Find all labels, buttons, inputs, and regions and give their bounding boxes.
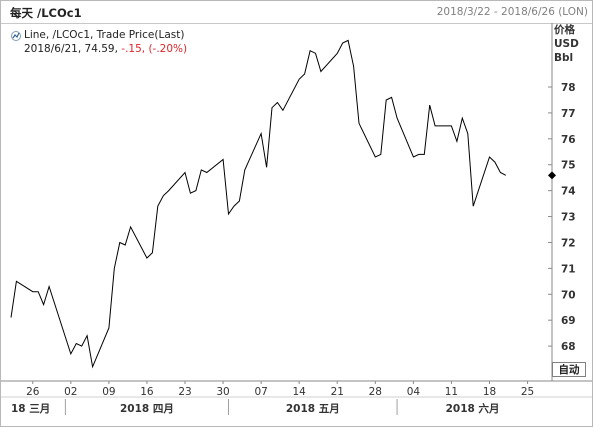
legend-values: 2018/6/21, 74.59, -.15, (-.20%) bbox=[24, 43, 187, 55]
x-tick-label: 11 bbox=[445, 386, 458, 398]
date-range: 2018/3/22 - 2018/6/26 (LON) bbox=[436, 6, 588, 18]
x-tick-label: 04 bbox=[407, 386, 421, 398]
price-chart: 68 69 70 71 72 73 74 75 76 77 78 26 02 09 16 23 30 07 14 2… bbox=[1, 23, 592, 415]
month-label: 2018 六月 bbox=[446, 402, 500, 415]
month-label: 2018 四月 bbox=[120, 403, 174, 415]
legend-last: 74.59, bbox=[84, 43, 118, 55]
legend-change: -.15, bbox=[121, 43, 146, 55]
x-tick-label: 09 bbox=[102, 386, 115, 398]
y-tick-label: 77 bbox=[561, 108, 576, 120]
y-tick-label: 69 bbox=[561, 315, 576, 327]
x-tick-label: 23 bbox=[178, 386, 191, 398]
legend-series-label: Line, /LCOc1, Trade Price(Last) bbox=[24, 29, 185, 41]
x-tick-label: 02 bbox=[64, 386, 77, 398]
x-tick-label: 16 bbox=[140, 386, 154, 398]
y-unit-label: Bbl bbox=[554, 52, 573, 64]
y-tick-label: 70 bbox=[561, 289, 576, 301]
x-tick-label: 26 bbox=[26, 386, 40, 398]
legend-change-pct: (-.20%) bbox=[148, 43, 188, 55]
x-tick-label: 30 bbox=[216, 386, 229, 398]
title-bar: 每天 /LCOc1 2018/3/22 - 2018/6/26 (LON) bbox=[1, 1, 592, 24]
x-tick-label: 18 bbox=[483, 386, 496, 398]
y-tick-label: 75 bbox=[561, 160, 576, 172]
x-tick-label: 21 bbox=[331, 386, 344, 398]
x-tick-label: 14 bbox=[293, 386, 307, 398]
y-tick-label: 68 bbox=[561, 341, 576, 353]
month-label: 18 三月 bbox=[11, 403, 50, 415]
chart-title: 每天 /LCOc1 bbox=[10, 6, 82, 20]
y-tick-label: 78 bbox=[561, 82, 576, 94]
y-unit-label: USD bbox=[554, 38, 579, 50]
legend-date: 2018/6/21, bbox=[24, 43, 82, 55]
x-tick-label: 25 bbox=[521, 386, 534, 398]
price-line bbox=[10, 39, 507, 369]
last-value-marker bbox=[548, 171, 556, 180]
month-label: 2018 五月 bbox=[286, 403, 340, 415]
y-unit-label: 价格 bbox=[554, 23, 575, 36]
y-tick-label: 74 bbox=[561, 186, 576, 198]
y-tick-label: 72 bbox=[561, 237, 576, 249]
x-tick-label: 07 bbox=[254, 386, 267, 398]
series-toggle-icon[interactable] bbox=[11, 31, 21, 41]
y-tick-label: 73 bbox=[561, 212, 576, 224]
y-tick-label: 71 bbox=[561, 263, 576, 275]
x-tick-label: 28 bbox=[369, 386, 382, 398]
y-tick-label: 76 bbox=[561, 134, 576, 146]
auto-scale-button[interactable]: 自动 bbox=[552, 362, 586, 377]
